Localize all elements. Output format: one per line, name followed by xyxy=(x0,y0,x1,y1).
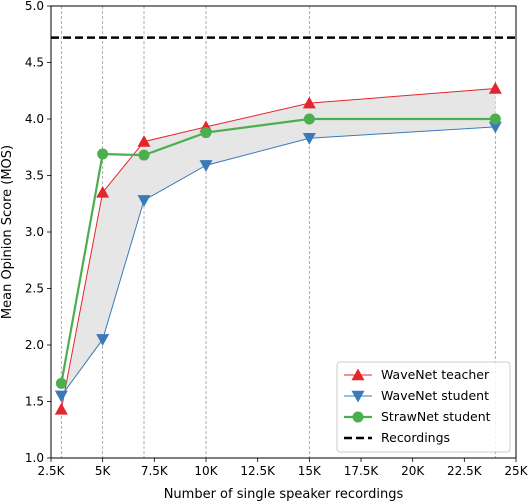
x-tick-label: 20K xyxy=(401,464,425,478)
legend-label: Recordings xyxy=(381,430,450,445)
x-axis-ticks: 2.5K 5K 7.5K 10K 12.5K 15K 17.5K 20K 22.5K 25K xyxy=(38,458,529,478)
wavenet-student-point xyxy=(96,334,110,346)
wavenet-student-point xyxy=(54,390,68,403)
x-tick-label: 7.5K xyxy=(141,464,169,478)
y-tick-label: 3.0 xyxy=(25,225,44,239)
x-axis-label: Number of single speaker recordings xyxy=(164,487,404,501)
strawnet-student-point xyxy=(489,113,501,125)
wavenet-teacher-point xyxy=(488,81,502,94)
strawnet-student-line xyxy=(60,117,496,384)
y-tick-label: 2.5 xyxy=(25,282,44,296)
strawnet-student-point xyxy=(138,149,150,161)
wavenet-teacher-line xyxy=(60,87,496,410)
strawnet-student-series xyxy=(55,113,501,389)
wavenet-teacher-point xyxy=(54,402,68,415)
y-tick-label: 4.5 xyxy=(25,56,44,70)
wavenet-teacher-point xyxy=(302,96,316,109)
shaded-band xyxy=(61,88,496,410)
legend: WaveNet teacher WaveNet student StrawNet s… xyxy=(336,361,511,453)
legend-swatch-marker xyxy=(351,390,365,403)
wavenet-student-point xyxy=(488,121,502,134)
shaded-band-area xyxy=(61,88,496,410)
x-tick-label: 2.5K xyxy=(38,464,66,478)
legend-item-wavenet-teacher: WaveNet teacher xyxy=(344,367,490,382)
strawnet-student-point xyxy=(97,148,109,160)
strawnet-student-point xyxy=(55,377,67,389)
x-tick-label: 17.5K xyxy=(344,464,380,478)
y-tick-label: 1.0 xyxy=(25,451,44,465)
y-tick-label: 1.5 xyxy=(25,395,44,409)
strawnet-student-point xyxy=(303,113,315,125)
legend-item-wavenet-student: WaveNet student xyxy=(344,388,489,403)
legend-swatch-marker xyxy=(351,368,365,381)
legend-item-recordings: Recordings xyxy=(344,430,450,445)
legend-items: WaveNet teacher WaveNet student StrawNet s… xyxy=(344,367,491,445)
y-axis-ticks: 1.0 1.5 2.0 2.5 3.0 3.5 4.0 4.5 5.0 xyxy=(25,0,51,465)
wavenet-teacher-point xyxy=(96,185,110,198)
legend-swatch-marker xyxy=(352,411,364,423)
wavenet-student-line xyxy=(60,126,496,397)
wavenet-student-point xyxy=(199,160,213,172)
x-tick-label: 10K xyxy=(194,464,218,478)
x-tick-label: 22.5K xyxy=(447,464,483,478)
legend-label: WaveNet student xyxy=(381,388,489,403)
strawnet-student-point xyxy=(200,127,212,139)
series-lines xyxy=(54,81,502,415)
legend-label: WaveNet teacher xyxy=(381,367,490,382)
y-tick-label: 5.0 xyxy=(25,0,44,13)
legend-box xyxy=(336,361,511,453)
wavenet-student-point xyxy=(302,133,316,145)
x-tick-label: 15K xyxy=(298,464,322,478)
wavenet-teacher-series xyxy=(54,81,502,415)
y-tick-label: 2.0 xyxy=(25,338,44,352)
legend-label: StrawNet student xyxy=(381,409,491,424)
legend-item-strawnet-student: StrawNet student xyxy=(344,409,491,424)
y-axis-label: Mean Opinion Score (MOS) xyxy=(0,145,15,319)
x-tick-label: 12.5K xyxy=(240,464,276,478)
wavenet-student-point xyxy=(137,195,151,207)
wavenet-student-series xyxy=(54,121,502,403)
x-tick-label: 25K xyxy=(504,464,528,478)
y-tick-label: 4.0 xyxy=(25,112,44,126)
y-tick-label: 3.5 xyxy=(25,169,44,183)
wavenet-teacher-point xyxy=(137,135,151,147)
x-tick-label: 5K xyxy=(95,464,112,478)
